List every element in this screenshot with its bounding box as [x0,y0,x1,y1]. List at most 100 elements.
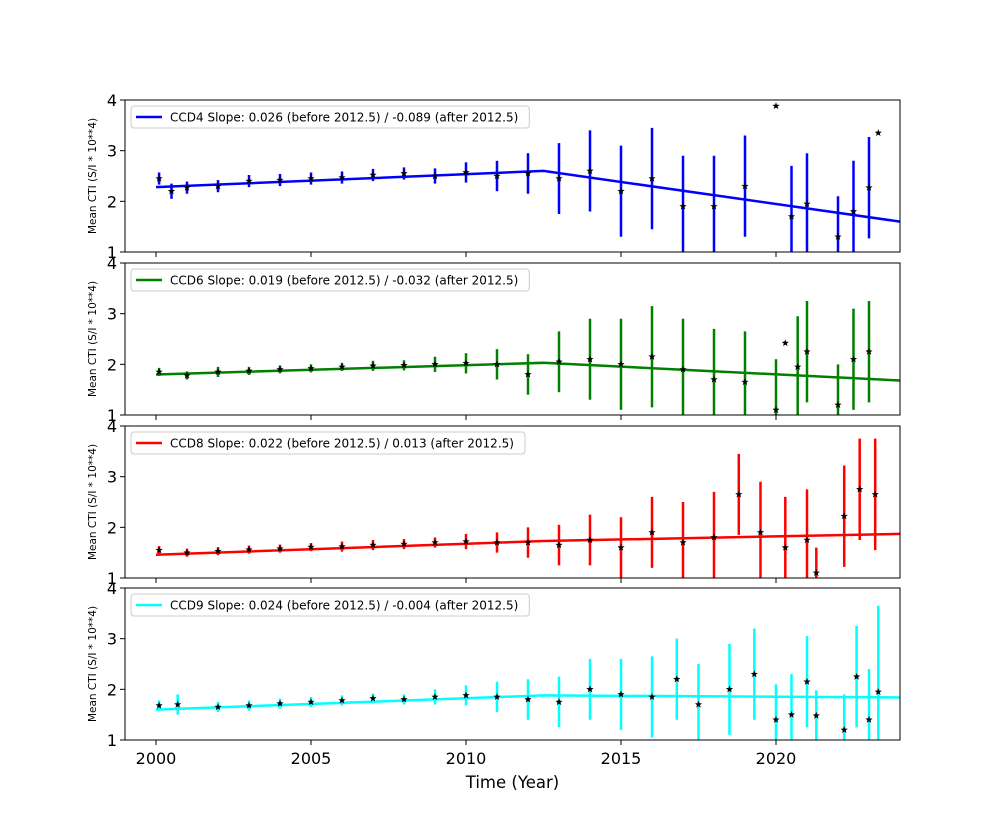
data-point-star [493,693,501,701]
data-point-star [794,363,802,370]
data-point-star [174,700,182,708]
y-axis-label: Mean CTI (S/I * 10**4) [87,281,99,397]
data-point-star [865,183,873,191]
data-point-star [840,512,848,520]
data-point-star [586,355,594,363]
y-axis-label: Mean CTI (S/I * 10**4) [87,444,99,560]
data-point-star [245,367,253,374]
data-point-star [555,698,563,706]
data-point-star [865,347,873,355]
data-point-star [781,543,789,551]
data-point-star [679,538,687,546]
data-point-star [710,375,718,383]
fit-line [155,361,900,382]
data-point-star [524,538,532,546]
data-point-star [338,542,346,550]
y-tick-label: 3 [107,142,117,161]
data-point-star [849,207,858,215]
data-point-star [648,352,656,360]
data-point-star [155,174,163,182]
data-point-star [586,685,594,693]
data-point-star [167,187,176,195]
fit-line [155,169,900,223]
data-point-star [155,701,163,709]
data-point-star [725,685,734,693]
data-point-star [849,355,858,363]
panel-ccd9: 1 2 3 4 2000 2005 2010 2015 2020 Mean CTI (S/I * … [87,579,901,768]
legend-box [130,105,530,129]
data-point-star [431,172,439,180]
chart-panels: 1 2 3 4 Mean CTI (S/I * 10**4) CCD4 Slope: 0.… [87,91,901,768]
y-tick-label: 3 [107,630,117,649]
legend: CCD6 Slope: 0.019 (before 2012.5) / -0.0… [130,268,530,292]
data-point-star [524,370,532,378]
data-point-star [369,541,377,549]
data-point-star [369,171,377,179]
data-point-star [679,365,687,373]
legend-box [130,268,530,292]
data-point-star [214,703,222,711]
data-point-star [648,174,656,182]
plot-data-area [155,438,900,578]
data-point-star [400,169,408,177]
y-tick-label: 2 [107,518,117,537]
axes-frame [124,99,901,253]
data-point-star [276,699,284,707]
data-point-star [276,176,284,184]
legend-text: CCD6 Slope: 0.019 (before 2012.5) / -0.0… [170,274,518,288]
data-point-star [245,701,253,709]
data-point-star [803,677,811,685]
y-tick-label: 1 [107,406,117,425]
data-point-star [183,371,191,379]
y-tick-label: 4 [107,417,117,436]
data-point-star [183,183,191,191]
legend: CCD8 Slope: 0.022 (before 2012.5) / 0.01… [130,431,526,455]
data-point-star [874,688,882,695]
data-point-star [524,695,532,703]
y-tick-label: 4 [107,91,117,110]
data-point-star [865,715,873,723]
y-tick-label: 2 [107,680,117,699]
data-point-star [462,691,470,699]
legend-text: CCD9 Slope: 0.024 (before 2012.5) / -0.0… [170,599,518,613]
data-point-star [874,129,882,137]
data-point-star [493,360,501,368]
data-point-star [648,693,656,701]
data-point-star [555,358,563,365]
plot-data-area [155,605,900,740]
data-point-star [400,361,408,369]
data-point-star [852,672,861,680]
data-point-star [803,200,811,207]
data-point-star [803,347,811,355]
data-point-star [787,212,796,220]
x-axis-label: Time (Year) [465,773,559,792]
data-point-star [307,174,315,182]
data-point-star [431,538,439,546]
data-point-star [276,365,284,373]
data-point-star [431,360,439,368]
data-point-star [772,406,780,414]
legend-text: CCD4 Slope: 0.026 (before 2012.5) / -0.0… [170,111,518,125]
data-point-star [710,202,718,210]
data-point-star [462,168,470,176]
panel-ccd6: 1 2 3 4 Mean CTI (S/I * 10**4) CCD6 Slope: 0.… [87,254,901,425]
y-axis-label: Mean CTI (S/I * 10**4) [87,118,99,234]
y-tick-label: 3 [107,468,117,487]
axes-frame [124,587,901,741]
data-point-star [812,569,820,577]
data-point-star [803,536,811,544]
data-point-star [679,202,687,210]
legend: CCD9 Slope: 0.024 (before 2012.5) / -0.0… [130,593,530,617]
legend-text: CCD8 Slope: 0.022 (before 2012.5) / 0.01… [170,437,514,451]
x-tick-label: 2005 [291,749,332,768]
y-tick-label: 4 [107,579,117,598]
data-point-star [586,167,594,175]
data-point-star [155,546,163,554]
data-point-star [369,362,377,369]
data-point-star [694,700,703,708]
data-point-star [617,187,625,195]
data-point-star [493,172,501,180]
data-point-star [617,543,625,551]
data-point-star [524,169,532,177]
